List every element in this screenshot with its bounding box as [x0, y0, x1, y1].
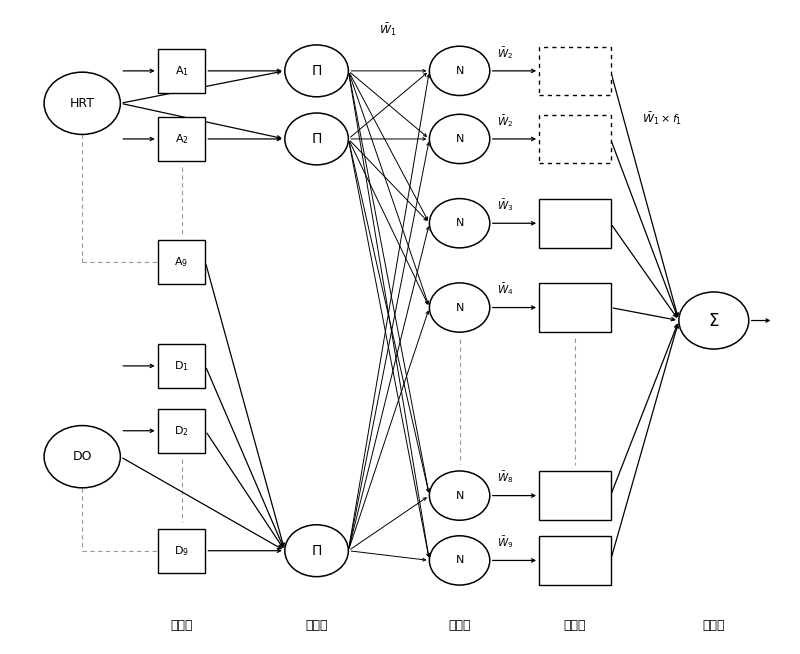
Text: D$_1$: D$_1$: [174, 359, 189, 373]
Text: $\bar{W}_2$: $\bar{W}_2$: [497, 113, 513, 129]
Text: D$_9$: D$_9$: [174, 544, 189, 558]
Text: Σ: Σ: [709, 311, 719, 330]
Circle shape: [430, 283, 490, 332]
Circle shape: [679, 292, 749, 349]
Text: Π: Π: [311, 132, 322, 146]
Text: 第二层: 第二层: [306, 619, 328, 632]
Text: $\bar{W}_3$: $\bar{W}_3$: [497, 197, 514, 213]
Text: 第五层: 第五层: [702, 619, 725, 632]
Circle shape: [44, 426, 120, 488]
Text: 第四层: 第四层: [563, 619, 586, 632]
Text: A$_1$: A$_1$: [174, 64, 189, 78]
Text: $\bar{W}_1 \times f_1$: $\bar{W}_1 \times f_1$: [642, 111, 682, 128]
Text: N: N: [455, 134, 464, 144]
Text: $\bar{W}_1$: $\bar{W}_1$: [379, 22, 397, 39]
Circle shape: [430, 46, 490, 95]
Text: A$_2$: A$_2$: [174, 132, 189, 146]
Text: $\bar{W}_9$: $\bar{W}_9$: [497, 534, 514, 550]
Circle shape: [285, 525, 348, 577]
Bar: [539, 283, 610, 332]
Text: $\bar{W}_2$: $\bar{W}_2$: [497, 44, 513, 61]
Circle shape: [44, 72, 120, 135]
Text: N: N: [455, 66, 464, 76]
Bar: [158, 409, 206, 453]
Text: N: N: [455, 303, 464, 313]
Bar: [539, 199, 610, 248]
Bar: [158, 240, 206, 284]
Text: $\bar{W}_8$: $\bar{W}_8$: [497, 470, 514, 485]
Text: 第三层: 第三层: [448, 619, 471, 632]
Text: Π: Π: [311, 543, 322, 558]
Text: 第一层: 第一层: [170, 619, 193, 632]
Bar: [158, 49, 206, 93]
Bar: [539, 114, 610, 164]
Text: Π: Π: [311, 64, 322, 78]
Text: N: N: [455, 218, 464, 228]
Bar: [539, 472, 610, 520]
Text: HRT: HRT: [70, 97, 94, 110]
Text: D$_2$: D$_2$: [174, 424, 189, 438]
Circle shape: [285, 113, 348, 165]
Text: DO: DO: [73, 450, 92, 463]
Text: N: N: [455, 490, 464, 500]
Bar: [539, 46, 610, 95]
Circle shape: [285, 45, 348, 97]
Text: $\bar{W}_4$: $\bar{W}_4$: [497, 281, 514, 298]
Circle shape: [430, 114, 490, 164]
Circle shape: [430, 536, 490, 585]
Bar: [158, 528, 206, 573]
Circle shape: [430, 199, 490, 248]
Bar: [158, 344, 206, 388]
Bar: [158, 117, 206, 161]
Text: A$_9$: A$_9$: [174, 255, 189, 269]
Bar: [539, 536, 610, 585]
Text: N: N: [455, 555, 464, 566]
Circle shape: [430, 471, 490, 520]
